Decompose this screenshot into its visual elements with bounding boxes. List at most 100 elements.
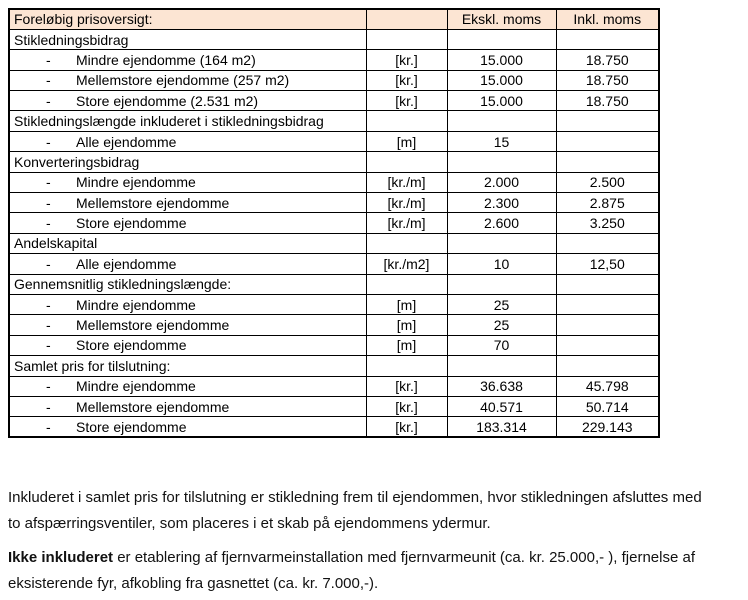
item-row: - Mellemstore ejendomme [kr.] 40.571 50.714 [8,395,660,418]
item-row: - Mellemstore ejendomme [m] 25 [8,314,660,336]
unit-cell [365,232,448,255]
excl-moms-cell: 10 [446,253,557,275]
section-row: Andelskapital [8,232,660,255]
note-included: Inkluderet i samlet pris for tilslutning… [8,489,702,532]
row-label-cell: - Mellemstore ejendomme [8,395,367,418]
note-not-included: Ikke inkluderet er etablering af fjernva… [8,545,745,597]
unit-cell: [kr.] [365,49,448,71]
unit-cell: [m] [365,334,448,357]
inkl-moms-cell [555,28,660,51]
item-row: - Store ejendomme [kr./m] 2.600 3.250 [8,212,660,234]
row-label-cell: - Alle ejendomme [8,253,367,275]
row-label: Mellemstore ejendomme [76,398,230,415]
row-label-cell: - Mellemstore ejendomme [8,192,367,214]
row-label-cell: - Mellemstore ejendomme [8,314,367,336]
row-label: Mellemstore ejendomme [76,317,230,334]
excl-moms-cell: 15.000 [446,90,557,112]
inkl-moms-cell [555,151,660,173]
inkl-moms-cell: 12,50 [555,253,660,275]
item-row: - Mellemstore ejendomme [kr./m] 2.300 2.875 [8,192,660,214]
inkl-moms-cell [555,232,660,255]
inkl-moms-cell: 18.750 [555,69,660,92]
row-label: Mellemstore ejendomme (257 m2) [76,72,290,89]
unit-cell: [kr./m] [365,212,448,234]
item-row: - Mindre ejendomme [kr./m] 2.000 2.500 [8,171,660,194]
section-row: Gennemsnitlig stikledningslængde: [8,273,660,295]
row-label-cell: - Mindre ejendomme [8,375,367,397]
unit-cell: [kr./m] [365,171,448,194]
section-label-cell: Andelskapital [8,232,367,255]
excl-moms-cell: 183.314 [446,416,557,438]
row-label: Store ejendomme [76,215,187,232]
bullet-dash: - [46,398,51,415]
bullet-dash: - [46,194,51,211]
excl-moms-cell: 2.000 [446,171,557,194]
item-row: - Store ejendomme [kr.] 183.314 229.143 [8,416,660,438]
bullet-dash: - [46,51,51,68]
row-label: Mindre ejendomme (164 m2) [76,51,256,68]
row-label-cell: - Mellemstore ejendomme (257 m2) [8,69,367,92]
item-row: - Store ejendomme [m] 70 [8,334,660,357]
inkl-moms-cell: 18.750 [555,49,660,71]
unit-cell [365,273,448,295]
excl-moms-cell: 36.638 [446,375,557,397]
row-label: Store ejendomme [76,337,187,354]
excl-moms-cell: 40.571 [446,395,557,418]
unit-cell [365,355,448,377]
item-row: - Mindre ejendomme [m] 25 [8,293,660,316]
unit-cell: [kr./m] [365,192,448,214]
excl-moms-cell: 25 [446,293,557,316]
section-row: Samlet pris for tilslutning: [8,355,660,377]
unit-cell: [kr./m2] [365,253,448,275]
inkl-moms-cell: 2.875 [555,192,660,214]
excl-moms-cell: 15.000 [446,69,557,92]
inkl-moms-cell [555,355,660,377]
section-label-cell: Stikledningsbidrag [8,28,367,51]
bullet-dash: - [46,418,51,435]
row-label: Store ejendomme [76,418,187,435]
row-label: Mindre ejendomme [76,174,196,191]
excl-moms-cell [446,273,557,295]
item-row: - Mindre ejendomme [kr.] 36.638 45.798 [8,375,660,397]
inkl-moms-cell [555,273,660,295]
excl-moms-cell: 15.000 [446,49,557,71]
inkl-moms-cell [555,110,660,132]
inkl-moms-cell: 3.250 [555,212,660,234]
item-row: - Mellemstore ejendomme (257 m2) [kr.] 15.0… [8,69,660,92]
unit-cell: [m] [365,314,448,336]
section-row: Konverteringsbidrag [8,151,660,173]
note-not-included-lead: Ikke inkluderet [8,549,114,566]
unit-cell: [kr.] [365,395,448,418]
table-header-row: Foreløbig prisoversigt: Ekskl. moms Inkl… [8,8,660,30]
row-label: Alle ejendomme [76,255,177,272]
unit-cell: [kr.] [365,416,448,438]
row-label: Alle ejendomme [76,133,177,150]
excl-moms-cell: 70 [446,334,557,357]
excl-moms-cell [446,110,557,132]
unit-cell: [kr.] [365,69,448,92]
row-label-cell: - Store ejendomme (2.531 m2) [8,90,367,112]
row-label: Mellemstore ejendomme [76,194,230,211]
bullet-dash: - [46,72,51,89]
inkl-moms-cell: 229.143 [555,416,660,438]
excl-moms-cell: 2.300 [446,192,557,214]
item-row: - Store ejendomme (2.531 m2) [kr.] 15.000 18… [8,90,660,112]
header-unit-cell [365,8,448,30]
bullet-dash: - [46,317,51,334]
excl-moms-cell [446,151,557,173]
excl-moms-cell: 25 [446,314,557,336]
bullet-dash: - [46,255,51,272]
excl-moms-cell [446,28,557,51]
bullet-dash: - [46,215,51,232]
excl-moms-cell [446,355,557,377]
section-label-cell: Samlet pris for tilslutning: [8,355,367,377]
item-row: - Mindre ejendomme (164 m2) [kr.] 15.000 18.… [8,49,660,71]
inkl-moms-cell: 18.750 [555,90,660,112]
item-row: - Alle ejendomme [m] 15 [8,130,660,153]
inkl-moms-cell [555,293,660,316]
unit-cell [365,110,448,132]
section-label-cell: Konverteringsbidrag [8,151,367,173]
bullet-dash: - [46,174,51,191]
unit-cell: [m] [365,130,448,153]
